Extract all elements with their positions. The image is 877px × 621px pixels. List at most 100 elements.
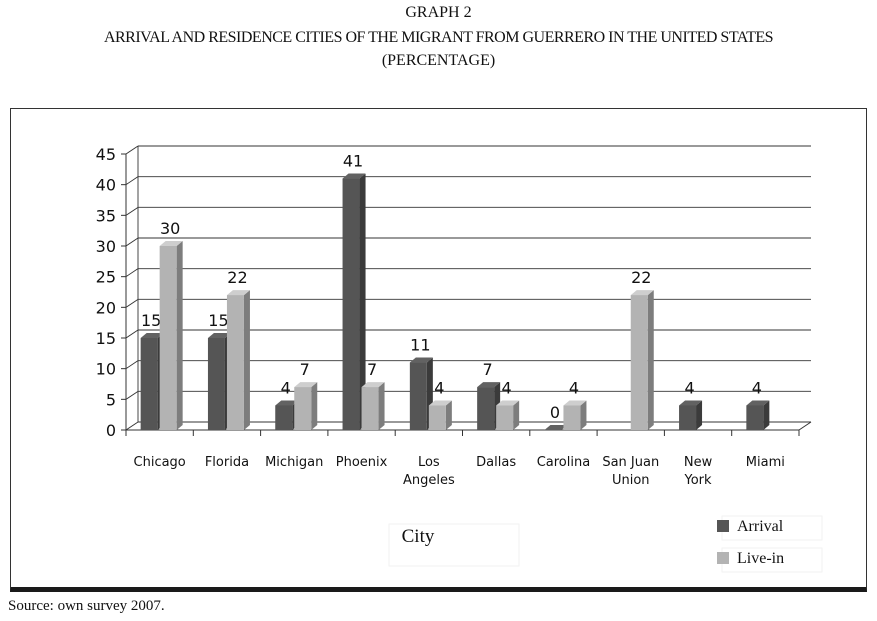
- bar-top: [275, 400, 299, 406]
- bar-front: [563, 405, 581, 430]
- bar-top: [207, 333, 231, 338]
- bar-top: [746, 400, 770, 406]
- data-label: 4: [684, 378, 694, 397]
- data-label: 41: [343, 152, 363, 171]
- bar-side: [647, 290, 654, 430]
- bar-live-in-florida: [226, 290, 250, 430]
- x-tick-label: Angeles: [403, 473, 455, 488]
- bar-side: [696, 400, 703, 430]
- bar-front: [342, 178, 360, 430]
- x-tick-label: San Juan: [602, 455, 659, 470]
- y-tick-label: 30: [96, 237, 116, 256]
- bar-chart: 0510152025303540451530Chicago1522Florida…: [96, 145, 823, 573]
- gridline-side: [125, 268, 139, 278]
- data-label: 22: [227, 268, 247, 287]
- bar-top: [294, 382, 318, 388]
- y-tick-label: 40: [96, 176, 116, 195]
- y-tick-label: 15: [96, 329, 116, 348]
- x-tick-label: Carolina: [537, 455, 591, 470]
- bar-front: [361, 387, 379, 430]
- bar-live-in-michigan: [294, 382, 318, 430]
- x-tick-label: York: [684, 473, 713, 488]
- bar-front: [140, 338, 158, 430]
- bar-top: [563, 400, 587, 406]
- bar-front: [409, 362, 427, 430]
- bar-live-in-los-angeles: [428, 400, 452, 430]
- graph-number: GRAPH 2: [405, 4, 472, 21]
- bar-side: [378, 382, 385, 430]
- bar-front: [207, 338, 225, 430]
- gridline-side: [125, 206, 139, 216]
- bar-top: [477, 382, 501, 388]
- gridline-side: [125, 329, 139, 339]
- bar-side: [513, 400, 520, 430]
- bar-side: [580, 400, 587, 430]
- bar-live-in-phoenix: [361, 382, 385, 430]
- bar-front: [294, 387, 312, 430]
- bar-top: [159, 241, 183, 246]
- x-tick-label: Los: [418, 455, 440, 470]
- y-tick-label: 35: [96, 206, 116, 225]
- data-label: 4: [281, 378, 291, 397]
- gridline-side: [125, 421, 139, 431]
- chart-title: ARRIVAL AND RESIDENCE CITIES OF THE MIGR…: [103, 29, 774, 46]
- floor-edge: [798, 421, 812, 431]
- legend-swatch: [717, 552, 729, 564]
- x-axis-title: City: [402, 526, 435, 547]
- bar-top: [544, 425, 568, 430]
- legend-item: [721, 515, 823, 541]
- y-tick-label: 5: [106, 390, 116, 409]
- x-tick-label: Florida: [205, 455, 249, 470]
- y-tick-label: 45: [96, 145, 116, 164]
- legend-label: Live-in: [737, 550, 784, 567]
- x-tick-label: Phoenix: [336, 455, 388, 470]
- data-label: 4: [434, 378, 444, 397]
- bar-side: [763, 400, 770, 430]
- bar-live-in-chicago: [159, 241, 183, 430]
- data-label: 22: [631, 268, 651, 287]
- bar-side: [176, 241, 183, 430]
- x-tick-label: Union: [612, 473, 650, 488]
- x-tick-label: Chicago: [134, 455, 186, 470]
- bar-top: [496, 400, 520, 406]
- gridline-side: [125, 176, 139, 186]
- legend-label: Arrival: [737, 518, 784, 535]
- bar-top: [428, 400, 452, 406]
- bar-top: [409, 357, 433, 363]
- bar-top: [342, 173, 366, 179]
- bar-front: [275, 405, 293, 430]
- y-tick-label: 25: [96, 268, 116, 287]
- bar-live-in-carolina: [563, 400, 587, 430]
- bar-front: [226, 295, 244, 430]
- bar-front: [428, 405, 446, 430]
- x-tick-label: New: [684, 455, 713, 470]
- y-tick-label: 20: [96, 298, 116, 317]
- gridline-side: [125, 360, 139, 370]
- data-label: 11: [410, 336, 430, 355]
- bar-top: [630, 290, 654, 296]
- bar-top: [226, 290, 250, 296]
- x-tick-label: Michigan: [265, 455, 323, 470]
- bar-arrival-new-york: [679, 400, 703, 430]
- gridline-side: [125, 237, 139, 247]
- bar-arrival-los-angeles: [409, 357, 433, 430]
- y-tick-label: 0: [106, 421, 116, 440]
- bar-side: [359, 173, 366, 430]
- data-label: 4: [569, 378, 579, 397]
- x-tick-label: Miami: [746, 455, 785, 470]
- data-label: 4: [502, 378, 512, 397]
- bar-top: [361, 382, 385, 388]
- data-label: 7: [483, 360, 493, 379]
- bar-arrival-miami: [746, 400, 770, 430]
- bar-front: [679, 405, 697, 430]
- bar-arrival-phoenix: [342, 173, 366, 430]
- x-tick-label: Dallas: [476, 455, 516, 470]
- bar-top: [679, 400, 703, 406]
- source-note: Source: own survey 2007.: [8, 598, 165, 614]
- bar-arrival-carolina: [544, 425, 568, 430]
- gridline-side: [125, 390, 139, 400]
- data-label: 30: [160, 219, 180, 238]
- bar-side: [243, 290, 250, 430]
- bar-front: [477, 387, 495, 430]
- data-label: 7: [300, 360, 310, 379]
